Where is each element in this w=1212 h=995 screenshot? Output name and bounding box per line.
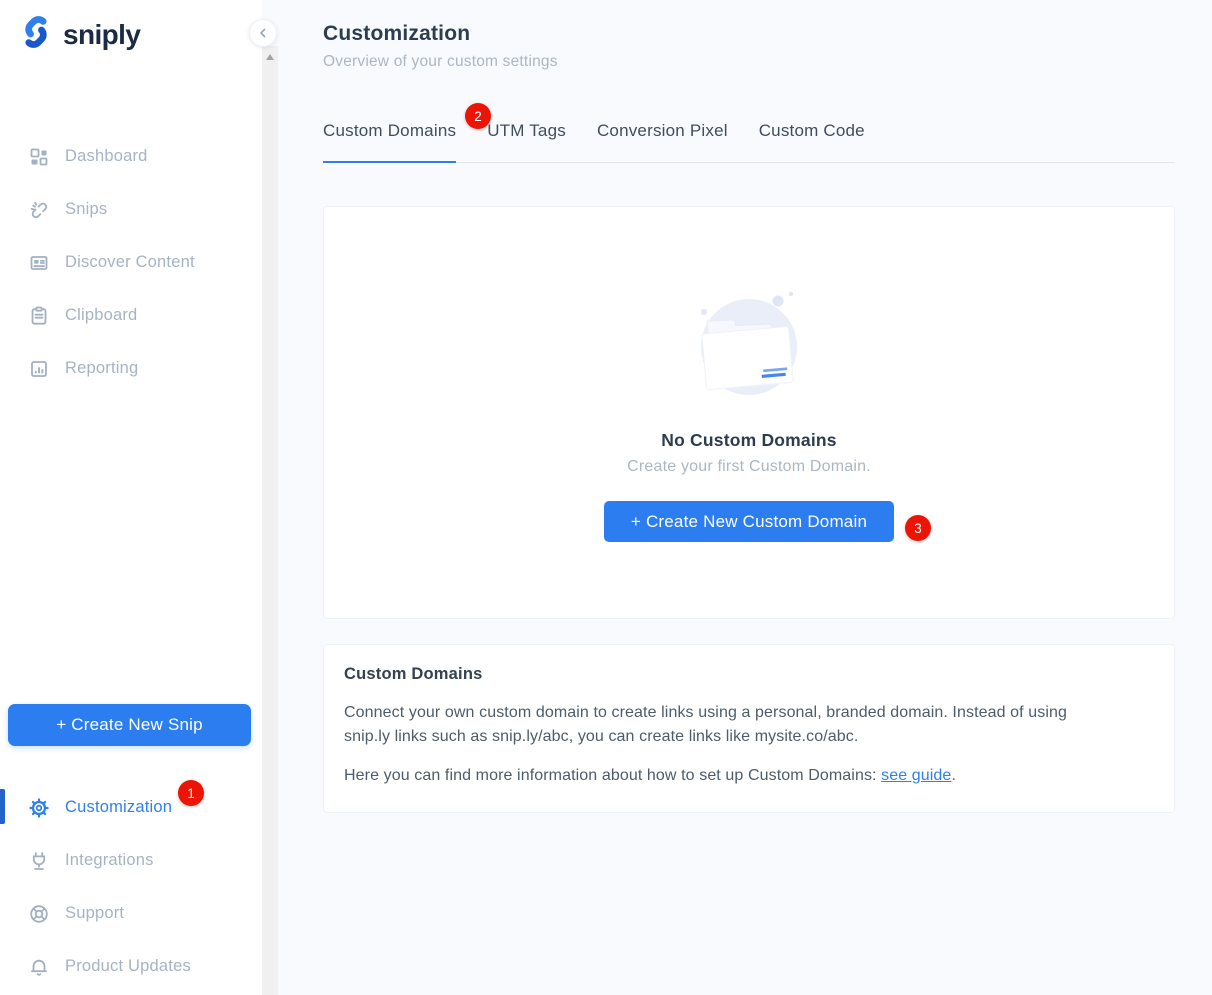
life-buoy-icon	[28, 903, 50, 925]
sidebar-item-reporting[interactable]: Reporting	[0, 342, 262, 395]
custom-domains-info-card: Custom Domains Connect your own custom d…	[323, 644, 1175, 813]
sniply-logo-icon	[18, 14, 54, 55]
active-indicator-bar	[0, 789, 5, 824]
empty-state-title: No Custom Domains	[661, 430, 837, 450]
info-card-help-text: Here you can find more information about…	[344, 764, 1154, 788]
scroll-up-arrow-icon[interactable]	[266, 54, 274, 60]
sidebar-item-clipboard[interactable]: Clipboard	[0, 289, 262, 342]
create-new-custom-domain-label: + Create New Custom Domain	[630, 511, 868, 531]
tab-conversion-pixel[interactable]: Conversion Pixel	[596, 121, 728, 140]
brand-wordmark: sniply	[63, 18, 141, 50]
create-new-custom-domain-button[interactable]: + Create New Custom Domain 3	[603, 501, 932, 542]
page-subtitle: Overview of your custom settings	[323, 53, 558, 70]
sidebar-item-customization[interactable]: Customization	[0, 781, 262, 834]
sidebar-item-label: Reporting	[65, 359, 139, 377]
sidebar-item-label: Product Updates	[65, 957, 191, 975]
sidebar: sniply Dashboard	[0, 0, 262, 995]
brand-logo[interactable]: sniply	[18, 14, 141, 55]
sidebar-item-label: Clipboard	[65, 306, 138, 324]
paragraph-line: snip.ly links such as snip.ly/abc, you c…	[344, 728, 859, 745]
empty-state-card: No Custom Domains Create your first Cust…	[323, 206, 1175, 619]
see-guide-link[interactable]: see guide	[881, 767, 952, 784]
tab-custom-code[interactable]: Custom Code	[758, 121, 865, 140]
newspaper-icon	[28, 252, 50, 274]
help-text-prefix: Here you can find more information about…	[344, 767, 882, 784]
tab-custom-domains[interactable]: Custom Domains	[323, 121, 457, 163]
paragraph-line: Connect your own custom domain to create…	[344, 704, 1068, 721]
tab-bar: Custom Domains UTM Tags Conversion Pixel…	[323, 121, 1175, 163]
sidebar-item-product-updates[interactable]: Product Updates	[0, 940, 262, 993]
sidebar-item-label: Customization	[65, 798, 173, 816]
sidebar-item-label: Support	[65, 904, 125, 922]
sidebar-item-discover-content[interactable]: Discover Content	[0, 236, 262, 289]
clipboard-icon	[28, 305, 50, 327]
annotation-badge-1: 1	[178, 780, 204, 806]
sidebar-nav-bottom: Customization Integrations	[0, 781, 262, 993]
main-content: Customization Overview of your custom se…	[278, 0, 1212, 995]
sidebar-collapse-button[interactable]	[249, 19, 277, 47]
info-card-title: Custom Domains	[344, 665, 483, 683]
dashboard-icon	[28, 146, 50, 168]
empty-state-subtitle: Create your first Custom Domain.	[627, 458, 871, 475]
sidebar-item-label: Integrations	[65, 851, 154, 869]
page-title: Customization	[323, 22, 471, 45]
sidebar-item-label: Dashboard	[65, 147, 148, 165]
info-card-paragraph: Connect your own custom domain to create…	[344, 701, 1154, 749]
chevron-left-icon	[260, 28, 266, 38]
annotation-badge-2: 2	[465, 103, 491, 129]
help-text-suffix: .	[951, 767, 956, 784]
annotation-badge-3: 3	[905, 515, 932, 541]
sidebar-item-label: Discover Content	[65, 253, 195, 271]
empty-folder-illustration	[674, 285, 824, 414]
sidebar-nav-top: Dashboard Snips	[0, 130, 262, 395]
create-new-snip-button[interactable]: + Create New Snip	[8, 704, 251, 746]
tab-utm-tags[interactable]: UTM Tags	[487, 121, 566, 140]
bar-chart-icon	[28, 358, 50, 380]
sidebar-scrollbar[interactable]	[262, 46, 278, 995]
gear-icon	[28, 797, 50, 819]
sidebar-item-label: Snips	[65, 200, 108, 218]
bell-icon	[28, 956, 50, 978]
sidebar-item-integrations[interactable]: Integrations	[0, 834, 262, 887]
sidebar-item-support[interactable]: Support	[0, 887, 262, 940]
plug-icon	[28, 850, 50, 872]
sidebar-item-dashboard[interactable]: Dashboard	[0, 130, 262, 183]
broken-link-icon	[28, 199, 50, 221]
sidebar-item-snips[interactable]: Snips	[0, 183, 262, 236]
